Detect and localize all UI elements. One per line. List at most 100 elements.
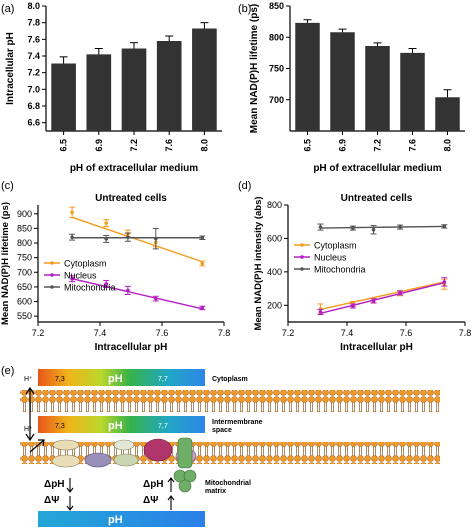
y-tick-label: 600 [17,297,32,307]
delta-psi-right: ΔΨ [143,495,158,506]
data-point [154,296,158,301]
atp-synthase-head-2-icon [183,469,197,483]
diagram-e: 7,3 pH 7,7 Cytoplasm 7,3 pH 7,7 Intermem… [20,369,440,527]
atp-synthase-head-3-icon [178,479,192,493]
cytoplasm-label: Cytoplasm [212,376,248,383]
data-point [318,225,323,229]
legend-label: Cytoplasm [64,259,107,269]
data-point [104,282,108,286]
ph-bar-mid-left: 7,3 [55,423,65,430]
chart-b: 700 750 800 850 6.5 6.9 7.2 7.6 8.0 pH of extrace… [249,1,465,174]
atp-synthase-stalk-icon [177,437,193,469]
data-point [70,235,74,239]
x-tick-label: 7.4 [94,328,107,338]
ph-bar-mid-right: 7,7 [158,423,168,430]
x-tick-label: 6.5 [59,139,69,152]
x-tick-label: 8.0 [199,139,209,152]
proton-arrow-icon [25,386,35,442]
data-point [398,291,402,295]
outer-membrane [20,390,440,412]
legend-label: Mitochondria [64,283,116,293]
y-axis-label: Mean NAD(P)H lifetime (ps) [249,4,260,133]
legend-label: Cytoplasm [314,241,357,251]
series-line [71,278,203,310]
panel-label-b: (b) [238,3,251,15]
y-tick-label: 800 [17,238,32,248]
data-point [126,235,130,239]
legend-marker [300,267,304,271]
complex-i-icon [52,439,80,451]
y-axis-label: Mean NAD(P)H lifetime (ps) [0,202,11,325]
y-tick-label: 7.6 [27,34,40,44]
legend-marker [50,285,54,289]
x-tick-label: 6.5 [303,139,313,152]
data-point [200,306,205,310]
legend-label: Nucleus [64,271,97,281]
data-point [398,225,402,229]
data-point [200,235,205,240]
ph-bar-bottom-center: pH [108,514,123,526]
y-tick-label: 600 [267,233,282,243]
legend-label: Nucleus [314,253,347,263]
data-point [70,210,74,215]
x-axis-label: pH of extracellular medium [70,163,198,174]
panel-label-d: (d) [238,180,251,192]
intermembrane-label: Intermembrane space [212,419,263,434]
series-line [320,282,445,314]
complex-ii-icon [84,452,112,468]
y-tick-label: 750 [269,64,284,74]
y-tick-label: 800 [267,200,282,210]
bar [86,54,112,132]
panel-label-a: (a) [1,3,14,15]
delta-ph-left: ΔpH [44,479,65,490]
series-line [71,216,203,263]
chart-title: Untreated cells [341,193,413,204]
y-tick-label: 800 [269,32,284,42]
delta-psi-left: ΔΨ [44,495,59,506]
y-tick-label: 7.8 [27,18,40,28]
complex-i-base-icon [51,454,81,468]
ph-bar-top [38,369,205,386]
y-tick-label: 6.6 [27,118,40,128]
ph-bar-top-center: pH [108,373,123,385]
series-line [320,225,445,229]
x-axis-label: Intracellular pH [340,342,413,353]
bar [156,41,182,131]
x-tick-label: 7.4 [341,328,354,338]
legend-marker [50,273,54,277]
data-point [351,226,355,230]
complex-iii-icon [113,439,135,451]
bar [121,48,147,131]
panel-label-e: (e) [1,365,14,377]
bar [365,46,390,131]
y-axis-label: Mean NAD(P)H intensity (abs) [253,196,264,330]
x-tick-label: 7.6 [400,328,413,338]
y-tick-label: 700 [269,95,284,105]
y-tick-label: 650 [17,282,32,292]
y-tick-label: 7.2 [27,68,40,78]
data-point [126,288,130,293]
delta-left-arrows-icon [66,478,74,511]
bar [295,22,320,131]
x-tick-label: 7.2 [282,328,295,338]
ph-bar-bottom [38,511,205,527]
data-point [442,224,447,229]
y-tick-label: 8.0 [27,1,40,11]
delta-right-arrows-icon [167,477,175,510]
chart-title: Untreated cells [95,193,167,204]
ph-bar-top-left: 7,3 [55,376,65,383]
y-tick-label: 850 [17,223,32,233]
proton-label-2: H⁺ [24,426,33,433]
y-tick-label: 900 [17,209,32,219]
x-tick-label: 7.6 [164,139,174,152]
x-tick-label: 7.2 [373,139,383,152]
data-point [104,237,108,241]
y-tick-label: 700 [17,267,32,277]
chart-a: 6.6 6.8 7.0 7.2 7.4 7.6 7.8 8.0 6.5 6.9 7.2 7.6 8.0 p… [5,1,222,174]
series-line [320,281,445,311]
ph-bar-mid [38,416,205,433]
data-point [351,304,355,308]
y-tick-label: 6.8 [27,101,40,111]
y-tick-label: 750 [17,253,32,263]
